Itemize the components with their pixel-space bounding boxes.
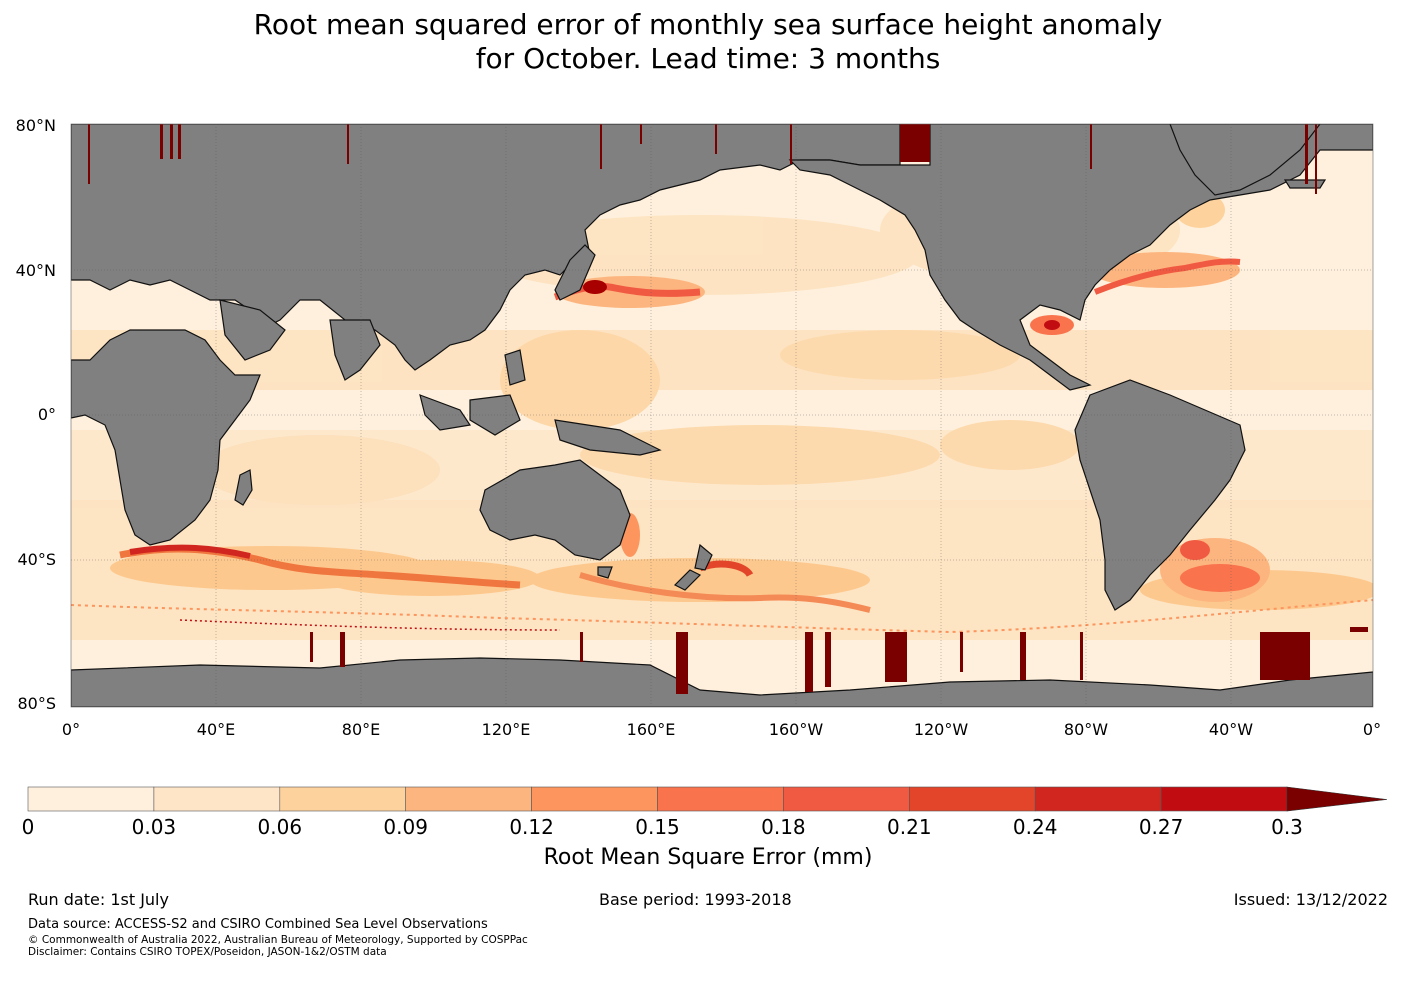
colorbar-tick-label: 0.09 <box>383 815 428 839</box>
colorbar-tick-label: 0.06 <box>257 815 303 839</box>
brazil-malvinas-hotspot <box>1160 538 1270 602</box>
run-date: Run date: 1st July <box>28 890 169 909</box>
lon-label-160w: 160°W <box>768 720 824 739</box>
lon-label-40e: 40°E <box>196 720 236 739</box>
colorbar-tick-label: 0.03 <box>131 815 177 839</box>
colorbar-label: Root Mean Square Error (mm) <box>543 845 873 870</box>
greenland <box>1169 124 1321 196</box>
polar-artifact-streaks <box>88 124 1368 694</box>
lon-label-160e: 160°E <box>626 720 676 739</box>
colorbar-segment <box>279 786 406 812</box>
colorbar-segment <box>153 786 281 812</box>
lat-label-80s: 80°S <box>17 694 56 713</box>
lat-label-equator: 0° <box>37 405 56 424</box>
colorbar-extend-arrow <box>1286 786 1388 812</box>
colorbar-tick-label: 0 <box>21 815 35 839</box>
colorbar-segment <box>783 786 910 812</box>
eurasia <box>71 124 901 371</box>
south-america <box>1074 379 1246 611</box>
lon-label-0-left: 0° <box>61 720 81 739</box>
title-line-2: for October. Lead time: 3 months <box>475 42 941 75</box>
lat-label-80n: 80°N <box>15 116 56 135</box>
colorbar-segment <box>1034 786 1162 812</box>
copyright: © Commonwealth of Australia 2022, Austra… <box>28 934 528 946</box>
antarctica <box>71 657 1373 707</box>
india <box>329 319 381 381</box>
colorbar-tick-label: 0.18 <box>761 815 806 839</box>
lon-label-120e: 120°E <box>481 720 531 739</box>
colorbar-segment <box>405 786 532 812</box>
colorbar-segment <box>27 786 155 812</box>
graticule <box>71 124 1373 707</box>
japan <box>554 244 596 301</box>
colorbar-tick-label: 0.24 <box>1012 815 1058 839</box>
colorbar-tick-label: 0.3 <box>1271 815 1303 839</box>
colorbar-tick-label: 0.12 <box>509 815 554 839</box>
colorbar <box>27 786 1388 812</box>
map-title: Root mean squared error of monthly sea s… <box>0 8 1416 76</box>
disclaimer: Disclaimer: Contains CSIRO TOPEX/Poseido… <box>28 946 387 958</box>
lon-label-0-right: 0° <box>1362 720 1382 739</box>
lon-label-120w: 120°W <box>913 720 969 739</box>
australia <box>479 459 631 561</box>
madagascar <box>234 469 253 506</box>
rmse-map <box>70 123 1374 708</box>
data-source: Data source: ACCESS-S2 and CSIRO Combine… <box>28 917 488 932</box>
lat-label-40s: 40°S <box>17 550 56 569</box>
africa <box>71 329 261 546</box>
landmasses <box>71 124 1373 707</box>
colorbar-segment <box>908 786 1036 812</box>
lon-label-80e: 80°E <box>341 720 381 739</box>
lon-label-80w: 80°W <box>1063 720 1109 739</box>
lat-label-40n: 40°N <box>15 261 56 280</box>
lon-label-40w: 40°W <box>1208 720 1254 739</box>
colorbar-tick-label: 0.21 <box>887 815 932 839</box>
colorbar-tick-label: 0.15 <box>635 815 680 839</box>
title-line-1: Root mean squared error of monthly sea s… <box>253 8 1163 41</box>
colorbar-segment <box>531 786 658 812</box>
colorbar-segment <box>657 786 784 812</box>
colorbar-tick-label: 0.27 <box>1138 815 1184 839</box>
colorbar-segment <box>1160 786 1288 812</box>
issued-date: Issued: 13/12/2022 <box>1233 890 1388 909</box>
new-zealand <box>694 543 713 571</box>
base-period: Base period: 1993-2018 <box>599 890 792 909</box>
